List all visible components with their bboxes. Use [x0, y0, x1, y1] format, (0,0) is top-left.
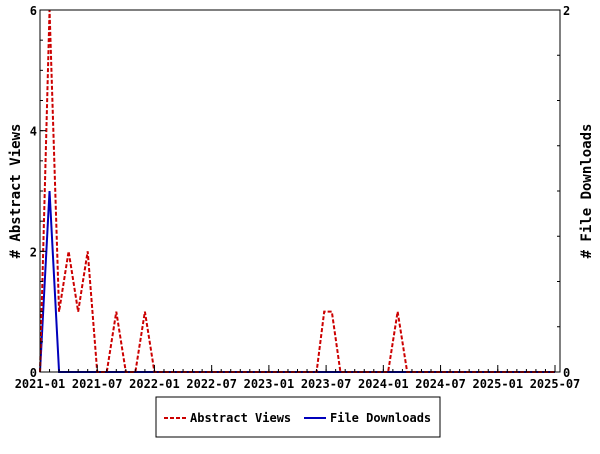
y-right-tick-label: 0: [563, 366, 570, 380]
x-tick-label: 2022-07: [186, 377, 237, 391]
x-tick-label: 2021-07: [72, 377, 123, 391]
x-tick-label: 2025-01: [472, 377, 523, 391]
y-left-tick-label: 6: [30, 4, 37, 18]
legend-label-abstract-views: Abstract Views: [190, 411, 291, 425]
x-tick-label: 2021-01: [15, 377, 66, 391]
legend: Abstract Views File Downloads: [156, 397, 440, 437]
y-left-tick-label: 2: [30, 245, 37, 259]
x-tick-label: 2023-07: [301, 377, 352, 391]
y-axis-left-label: # Abstract Views: [8, 124, 24, 259]
y-axis-right-label: # File Downloads: [579, 124, 595, 259]
x-tick-label: 2022-01: [129, 377, 180, 391]
x-tick-label: 2025-07: [530, 377, 581, 391]
x-tick-label: 2023-01: [244, 377, 295, 391]
y-left-tick-label: 4: [30, 125, 37, 139]
series-line-file-downloads: [40, 191, 555, 372]
y-left-tick-label: 0: [30, 366, 37, 380]
y-right-tick-label: 2: [563, 4, 570, 18]
x-tick-label: 2024-01: [358, 377, 409, 391]
x-tick-label: 2024-07: [415, 377, 466, 391]
legend-label-file-downloads: File Downloads: [330, 411, 431, 425]
series-line-abstract-views: [40, 10, 555, 372]
